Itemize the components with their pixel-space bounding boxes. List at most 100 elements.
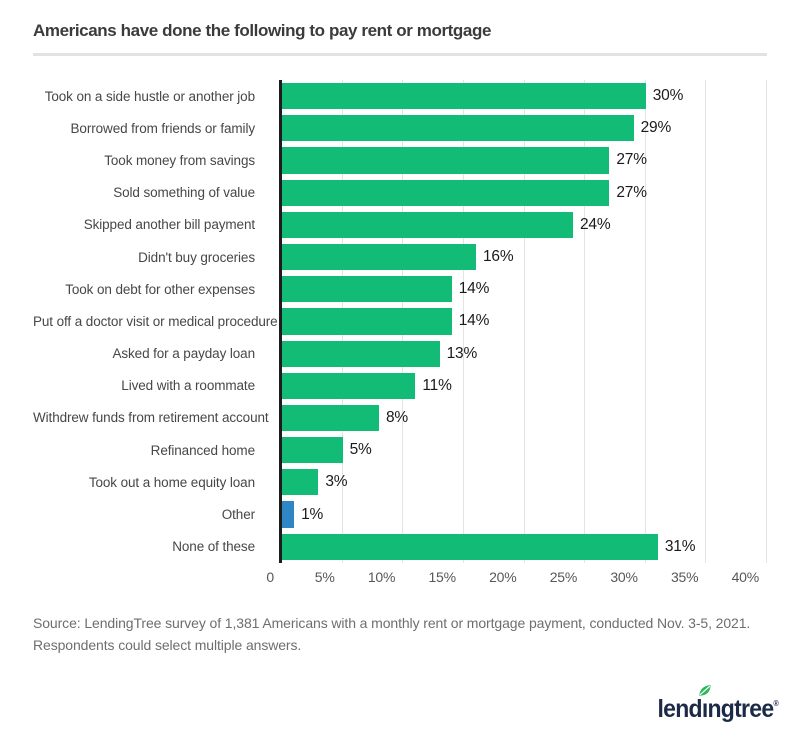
chart-row: Asked for a payday loan 13% xyxy=(33,338,767,370)
lendingtree-wordmark: lendı ngtree® xyxy=(657,685,779,724)
bar-value-label: 13% xyxy=(446,344,478,362)
chart-row: Borrowed from friends or family 29% xyxy=(33,112,767,144)
bar xyxy=(282,501,295,528)
bar-value-label: 1% xyxy=(301,505,324,523)
row-plot: 11% xyxy=(282,370,767,402)
chart-row: Lived with a roommate 11% xyxy=(33,370,767,402)
x-tick-label: 5% xyxy=(314,568,335,585)
gridline xyxy=(705,80,707,563)
x-tick-label: 35% xyxy=(670,568,699,585)
row-plot: 3% xyxy=(282,466,767,498)
gridline xyxy=(462,80,464,563)
bar-value-label: 14% xyxy=(458,280,490,298)
x-tick-label: 10% xyxy=(367,568,396,585)
bar xyxy=(282,372,416,399)
row-plot: 31% xyxy=(282,531,767,563)
chart-row: None of these 31% xyxy=(33,531,767,563)
row-plot: 14% xyxy=(282,273,767,305)
x-tick-label: 30% xyxy=(610,568,638,585)
row-plot: 13% xyxy=(282,338,767,370)
bar xyxy=(282,308,452,335)
chart-row: Took on a side hustle or another job 30% xyxy=(33,80,767,112)
bar xyxy=(282,147,610,174)
y-axis-line xyxy=(279,80,282,563)
bar-value-label: 11% xyxy=(422,376,452,394)
chart-row: Took on debt for other expenses 14% xyxy=(33,273,767,305)
chart-row: Took money from savings 27% xyxy=(33,144,767,176)
gridline xyxy=(584,80,586,563)
bar-value-label: 27% xyxy=(616,151,647,169)
category-label: Took on debt for other expenses xyxy=(65,281,255,297)
bar-value-label: 3% xyxy=(325,473,348,491)
gridline xyxy=(766,80,767,563)
bar-value-label: 29% xyxy=(640,119,672,137)
bar xyxy=(282,340,440,367)
title-divider xyxy=(33,53,767,56)
bar-value-label: 27% xyxy=(616,183,647,201)
bar xyxy=(282,179,610,206)
row-plot: 5% xyxy=(282,434,767,466)
chart-title: Americans have done the following to pay… xyxy=(33,21,491,40)
x-tick-label: 25% xyxy=(549,568,578,585)
bar xyxy=(282,404,379,432)
bar xyxy=(282,276,452,303)
category-label: None of these xyxy=(172,539,255,555)
bar-value-label: 24% xyxy=(580,215,611,233)
bar-value-label: 5% xyxy=(349,441,372,459)
row-plot: 24% xyxy=(282,209,767,241)
chart-rows: Took on a side hustle or another job 30% B… xyxy=(33,80,767,563)
x-tick-label: 20% xyxy=(489,568,517,585)
bar xyxy=(282,437,343,464)
chart-row: Didn't buy groceries 16% xyxy=(33,241,767,273)
row-plot: 8% xyxy=(282,402,767,434)
category-label: Took out a home equity loan xyxy=(88,474,255,490)
category-label: Other xyxy=(221,507,255,523)
bar xyxy=(282,83,646,110)
x-tick-label: 40% xyxy=(731,568,760,585)
bar-value-label: 30% xyxy=(652,87,684,105)
bar xyxy=(282,115,634,142)
logo-text-post: ngtree xyxy=(707,695,774,723)
row-plot: 29% xyxy=(282,112,767,144)
row-plot: 1% xyxy=(282,498,767,530)
registered-mark: ® xyxy=(773,699,778,708)
bar-value-label: 14% xyxy=(458,312,490,330)
logo-text-pre: lend xyxy=(657,695,702,723)
chart-row: Sold something of value 27% xyxy=(33,177,767,209)
chart-row: Withdrew funds from retirement account 8% xyxy=(33,402,767,434)
source-line-1: Source: LendingTree survey of 1,381 Amer… xyxy=(33,614,751,631)
row-plot: 27% xyxy=(282,144,767,176)
logo-i-slot: ı xyxy=(699,685,711,724)
row-plot: 27% xyxy=(282,177,767,209)
category-label: Refinanced home xyxy=(150,442,255,458)
gridline xyxy=(644,80,646,563)
category-label: Withdrew funds from retirement account xyxy=(33,410,269,426)
category-label: Put off a doctor visit or medical proced… xyxy=(33,313,278,329)
bar-chart: Took on a side hustle or another job 30% B… xyxy=(33,80,767,589)
bar xyxy=(282,533,658,560)
chart-row: Refinanced home 5% xyxy=(33,434,767,466)
bar-value-label: 8% xyxy=(386,408,409,426)
chart-row: Skipped another bill payment 24% xyxy=(33,209,767,241)
bar xyxy=(282,469,319,496)
category-label: Didn't buy groceries xyxy=(138,249,255,265)
row-plot: 16% xyxy=(282,241,767,273)
source-line-2: Respondents could select multiple answer… xyxy=(33,636,302,653)
category-label: Sold something of value xyxy=(113,185,255,201)
chart-row: Took out a home equity loan 3% xyxy=(33,466,767,498)
bar-value-label: 31% xyxy=(664,537,696,555)
bar xyxy=(282,211,573,238)
category-label: Lived with a roommate xyxy=(121,378,255,394)
category-label: Skipped another bill payment xyxy=(83,217,255,233)
chart-body: Took on a side hustle or another job 30% B… xyxy=(33,80,767,563)
bar xyxy=(282,243,476,271)
source-text: Source: LendingTree survey of 1,381 Amer… xyxy=(33,613,767,656)
row-plot: 30% xyxy=(282,80,767,112)
category-label: Borrowed from friends or family xyxy=(70,120,256,136)
bar-value-label: 16% xyxy=(483,248,514,266)
gridline xyxy=(523,80,525,563)
logo-text-i: ı xyxy=(701,695,708,723)
x-axis: 0 5% 10% 15% 20% 25% 30% 35% 40% xyxy=(266,563,767,589)
row-plot: 14% xyxy=(282,305,767,337)
page: Americans have done the following to pay… xyxy=(0,21,800,656)
